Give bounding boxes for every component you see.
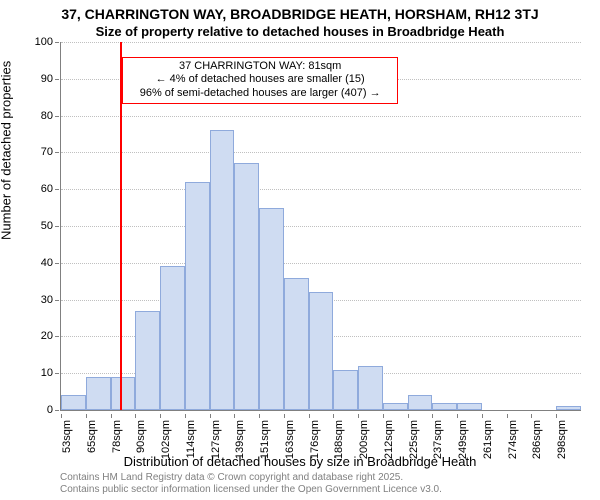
footer-line2: Contains public sector information licen… (60, 484, 442, 496)
chart-title-line1: 37, CHARRINGTON WAY, BROADBRIDGE HEATH, … (0, 6, 600, 22)
histogram-bar (284, 278, 309, 410)
y-tick-label: 20 (41, 330, 53, 342)
y-tick-label: 10 (41, 367, 53, 379)
y-tick-label: 80 (41, 110, 53, 122)
histogram-bar (160, 266, 185, 410)
histogram-bar (135, 311, 160, 410)
histogram-bar (556, 406, 581, 410)
y-tick-label: 70 (41, 146, 53, 158)
x-tick-label: 78sqm (111, 420, 123, 453)
gridline-h (61, 189, 581, 190)
histogram-bar (259, 208, 284, 410)
x-tick-label: 65sqm (86, 420, 98, 453)
annotation-line: ← 4% of detached houses are smaller (15) (127, 73, 393, 87)
gridline-h (61, 226, 581, 227)
gridline-h (61, 116, 581, 117)
gridline-h (61, 42, 581, 43)
annotation-line: 37 CHARRINGTON WAY: 81sqm (127, 60, 393, 74)
x-axis-label: Distribution of detached houses by size … (0, 454, 600, 469)
histogram-bar (432, 403, 457, 410)
y-tick-label: 30 (41, 294, 53, 306)
y-tick-label: 100 (35, 36, 53, 48)
x-tick-label: 53sqm (61, 420, 73, 453)
chart-container: { "chart": { "type": "histogram", "title… (0, 0, 600, 500)
chart-footer: Contains HM Land Registry data © Crown c… (60, 472, 442, 496)
plot-area: 010203040506070809010053sqm65sqm78sqm90s… (60, 42, 581, 411)
y-tick-label: 60 (41, 183, 53, 195)
annotation-line: 96% of semi-detached houses are larger (… (127, 87, 393, 101)
y-tick-label: 40 (41, 257, 53, 269)
y-tick-label: 0 (47, 404, 53, 416)
gridline-h (61, 263, 581, 264)
histogram-bar (234, 163, 259, 410)
histogram-bar (457, 403, 482, 410)
histogram-bar (408, 395, 433, 410)
histogram-bar (185, 182, 210, 410)
footer-line1: Contains HM Land Registry data © Crown c… (60, 472, 442, 484)
x-tick-label: 90sqm (135, 420, 147, 453)
y-axis-label: Number of detached properties (0, 61, 14, 240)
x-tick-label: 114sqm (185, 420, 197, 458)
y-tick-label: 50 (41, 220, 53, 232)
chart-title-line2: Size of property relative to detached ho… (0, 24, 600, 39)
histogram-bar (61, 395, 86, 410)
histogram-bar (309, 292, 334, 410)
histogram-bar (111, 377, 136, 410)
histogram-bar (86, 377, 111, 410)
annotation-box: 37 CHARRINGTON WAY: 81sqm← 4% of detache… (122, 57, 398, 104)
histogram-bar (383, 403, 408, 410)
histogram-bar (210, 130, 235, 410)
histogram-bar (358, 366, 383, 410)
histogram-bar (333, 370, 358, 410)
gridline-h (61, 152, 581, 153)
y-tick-label: 90 (41, 73, 53, 85)
